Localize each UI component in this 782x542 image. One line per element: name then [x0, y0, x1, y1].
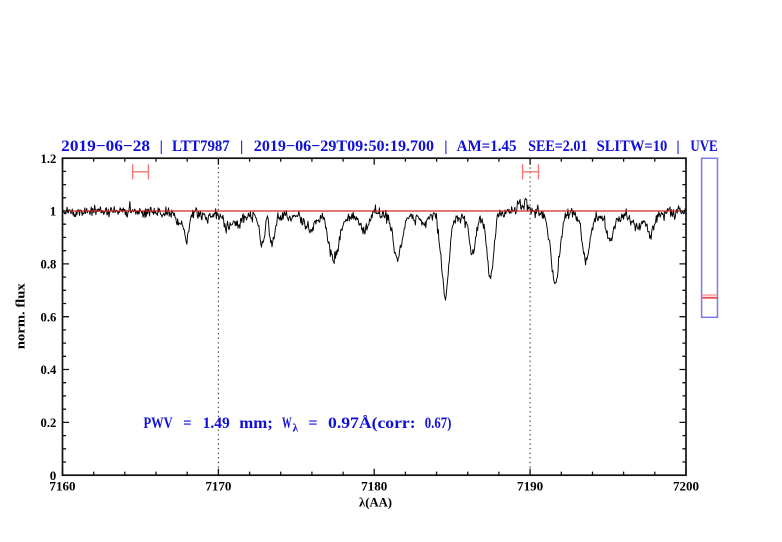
- svg-text:2019−06−29T09:50:19.700: 2019−06−29T09:50:19.700: [254, 137, 434, 155]
- svg-text:norm. flux: norm. flux: [13, 283, 27, 349]
- svg-text:0.4: 0.4: [41, 362, 57, 377]
- svg-text:7180: 7180: [361, 478, 387, 493]
- svg-text:=: =: [183, 414, 191, 432]
- svg-text:λ(AA): λ(AA): [359, 495, 392, 509]
- svg-text:7170: 7170: [205, 478, 231, 493]
- svg-text:SLITW=10: SLITW=10: [597, 137, 668, 155]
- svg-text:1: 1: [50, 204, 57, 219]
- svg-text:W: W: [282, 414, 292, 432]
- svg-text:|: |: [160, 139, 163, 155]
- svg-text:mm;: mm;: [239, 414, 273, 432]
- svg-text:LTT7987: LTT7987: [172, 137, 230, 155]
- svg-text:2019−06−28: 2019−06−28: [61, 137, 150, 155]
- svg-text:|: |: [444, 139, 447, 155]
- svg-text:λ: λ: [293, 422, 299, 434]
- svg-text:PWV: PWV: [144, 414, 173, 432]
- svg-text:|: |: [676, 139, 679, 155]
- svg-text:0.97Å(corr:: 0.97Å(corr:: [328, 414, 416, 432]
- svg-text:1.49: 1.49: [203, 414, 230, 432]
- svg-text:0.6: 0.6: [41, 309, 57, 324]
- svg-text:|: |: [240, 139, 243, 155]
- svg-text:0.2: 0.2: [41, 415, 57, 430]
- svg-text:AM=1.45: AM=1.45: [457, 137, 517, 155]
- svg-text:7200: 7200: [673, 478, 699, 493]
- svg-text:=: =: [308, 414, 317, 432]
- svg-text:UVE: UVE: [690, 137, 717, 155]
- svg-text:SEE=2.01: SEE=2.01: [528, 137, 587, 155]
- svg-text:7190: 7190: [517, 478, 543, 493]
- svg-text:0.8: 0.8: [41, 257, 57, 272]
- svg-text:7160: 7160: [49, 478, 75, 493]
- svg-text:0: 0: [50, 468, 57, 483]
- svg-text:0.67): 0.67): [425, 414, 452, 432]
- svg-text:1.2: 1.2: [41, 151, 57, 166]
